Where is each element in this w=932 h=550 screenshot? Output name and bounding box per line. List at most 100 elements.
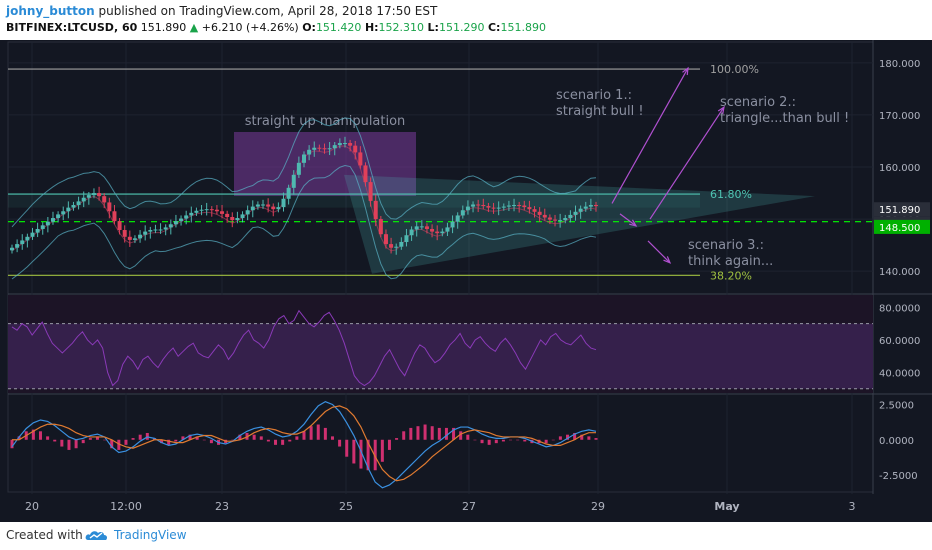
macd-histogram-bar <box>494 439 498 444</box>
macd-histogram-bar <box>238 434 242 440</box>
candle-body <box>547 217 552 220</box>
tradingview-brand[interactable]: TradingView <box>114 528 187 542</box>
candle-body <box>286 187 291 199</box>
scenario-2-arrow-b <box>649 106 725 220</box>
price-tick-label: 140.000 <box>879 267 920 278</box>
candle-body <box>245 210 250 215</box>
candle-body <box>578 208 583 212</box>
close-value: 151.890 <box>500 21 546 34</box>
candle-body <box>10 247 14 251</box>
bollinger-upper-line <box>11 117 597 228</box>
candle-body <box>537 211 542 215</box>
candle-body <box>291 174 296 188</box>
time-tick-label: May <box>714 500 739 513</box>
candle-body <box>568 214 573 219</box>
macd-histogram-bar <box>501 439 505 442</box>
candle-body <box>394 246 399 248</box>
macd-histogram-bar <box>338 439 342 447</box>
scenario-2-arrow-a-head <box>629 219 638 227</box>
macd-histogram-bar <box>67 439 71 450</box>
candle-body <box>225 213 230 217</box>
macd-histogram-bar <box>594 438 598 440</box>
macd-histogram-bar <box>330 436 334 440</box>
candle-body <box>76 201 81 206</box>
price-label: 151.890 <box>879 205 920 216</box>
candle-body <box>168 224 173 228</box>
macd-histogram-bar <box>437 427 441 440</box>
macd-tick-label: 0.0000 <box>879 436 914 447</box>
rsi-band <box>8 323 873 389</box>
candle-body <box>261 204 266 206</box>
candle-body <box>45 221 50 226</box>
macd-histogram-bar <box>395 438 399 440</box>
published-text: published on TradingView.com, April 28, … <box>98 4 438 18</box>
candle-body <box>522 205 527 208</box>
candle-body <box>296 162 301 175</box>
macd-histogram-bar <box>266 439 270 442</box>
price-change: +6.210 (+4.26%) <box>201 21 299 34</box>
symbol-line: BITFINEX:LTCUSD, 60 151.890 ▲ +6.210 (+4… <box>6 21 546 34</box>
scenario-3-arrow-head <box>663 256 672 264</box>
candle-body <box>194 210 199 213</box>
macd-histogram-bar <box>566 434 570 440</box>
manipulation-label: straight up manipulation <box>245 114 406 129</box>
candle-body <box>20 240 25 245</box>
scenario-2-arrow-b-head <box>717 105 725 115</box>
candle-body <box>312 147 317 150</box>
candle-body <box>435 231 440 234</box>
macd-histogram-bar <box>466 434 470 440</box>
candle-body <box>527 207 532 210</box>
fib-level-label: 100.00% <box>710 63 759 76</box>
macd-histogram-bar <box>452 427 456 440</box>
candle-body <box>50 218 55 222</box>
candle-body <box>25 236 30 241</box>
chart-area[interactable]: 140.000150.000160.000170.000180.0002012:… <box>0 40 932 522</box>
macd-histogram-bar <box>352 439 356 464</box>
candle-body <box>414 226 419 230</box>
candle-body <box>588 205 593 207</box>
candle-body <box>404 235 409 242</box>
macd-histogram-bar <box>103 439 107 441</box>
candle-body <box>563 218 568 221</box>
macd-histogram-bar <box>138 434 142 440</box>
macd-histogram-bar <box>209 439 213 444</box>
macd-histogram-bar <box>366 439 370 471</box>
macd-histogram-bar <box>252 434 256 440</box>
candle-body <box>342 143 347 145</box>
macd-histogram-bar <box>487 439 491 445</box>
candle-body <box>266 204 271 207</box>
macd-histogram-bar <box>459 431 463 440</box>
candle-body <box>481 205 486 207</box>
candle-body <box>81 197 86 202</box>
tradingview-logo-icon <box>85 531 108 540</box>
candle-body <box>491 207 496 209</box>
candle-body <box>512 205 517 207</box>
footer: Created with TradingView <box>0 522 932 550</box>
candle-body <box>30 232 35 237</box>
candle-body <box>383 234 388 245</box>
candle-body <box>317 147 322 149</box>
open-label: O: <box>302 21 316 34</box>
candle-body <box>56 214 61 219</box>
scenario-text: scenario 3.: <box>688 238 764 253</box>
candle-body <box>424 226 429 229</box>
macd-histogram-bar <box>409 427 413 440</box>
candle-body <box>107 202 112 212</box>
macd-histogram-bar <box>81 439 85 444</box>
triangle-pattern <box>344 174 815 274</box>
candle-body <box>66 207 71 212</box>
author-name[interactable]: johny_button <box>6 4 95 18</box>
price-tick-label: 180.000 <box>879 59 920 70</box>
candle-body <box>517 205 522 207</box>
macd-tick-label: 2.5000 <box>879 400 914 411</box>
candle-body <box>353 145 358 153</box>
macd-line <box>11 400 597 489</box>
macd-histogram-bar <box>110 439 114 449</box>
candle-body <box>409 229 414 236</box>
candle-body <box>86 195 91 198</box>
macd-histogram-bar <box>74 439 78 449</box>
macd-signal-line <box>12 405 596 482</box>
macd-histogram-bar <box>160 439 164 444</box>
macd-histogram-bar <box>31 429 35 440</box>
macd-histogram-bar <box>259 436 263 440</box>
